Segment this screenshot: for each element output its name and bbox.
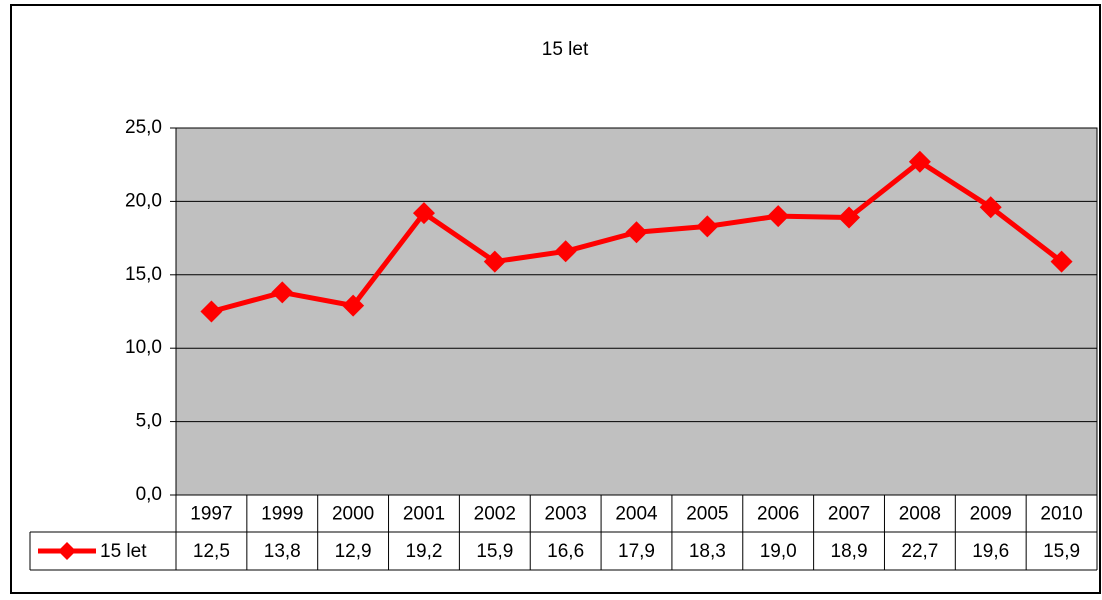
x-tick-label: 1999 — [261, 504, 303, 525]
data-point — [483, 250, 506, 273]
value-label: 19,0 — [760, 541, 797, 562]
x-tick-label: 2001 — [403, 504, 445, 525]
y-tick-label: 25,0 — [125, 117, 162, 138]
chart-title: 15 let — [542, 39, 589, 60]
data-point — [696, 215, 719, 238]
data-point — [1050, 250, 1073, 273]
plot-area — [175, 127, 1098, 496]
y-tick-label: 15,0 — [125, 264, 162, 285]
value-label: 12,5 — [193, 541, 230, 562]
legend-marker — [58, 542, 76, 560]
x-tick-label: 2008 — [899, 504, 941, 525]
y-tick-label: 0,0 — [136, 484, 162, 505]
data-point — [554, 240, 577, 263]
x-tick-label: 2010 — [1040, 504, 1082, 525]
value-label: 22,7 — [901, 541, 938, 562]
x-tick-label: 2004 — [615, 504, 658, 525]
data-point — [412, 202, 435, 225]
data-point — [625, 221, 648, 244]
x-tick-label: 2009 — [970, 504, 1012, 525]
data-point — [979, 196, 1002, 219]
x-tick-label: 2002 — [474, 504, 516, 525]
value-label: 13,8 — [264, 541, 301, 562]
data-point — [767, 205, 790, 228]
x-tick-label: 2006 — [757, 504, 799, 525]
value-label: 16,6 — [547, 541, 584, 562]
y-tick-label: 10,0 — [125, 337, 162, 358]
x-tick-label: 2000 — [332, 504, 374, 525]
value-label: 18,9 — [831, 541, 868, 562]
value-label: 17,9 — [618, 541, 655, 562]
value-label: 12,9 — [335, 541, 372, 562]
y-tick-label: 5,0 — [136, 411, 162, 432]
x-tick-label: 2003 — [545, 504, 587, 525]
x-tick-label: 1997 — [190, 504, 232, 525]
value-label: 19,6 — [972, 541, 1009, 562]
data-point — [908, 150, 931, 173]
value-label: 19,2 — [405, 541, 442, 562]
data-point — [838, 206, 861, 229]
legend-label: 15 let — [100, 541, 147, 562]
value-label: 15,9 — [476, 541, 513, 562]
y-tick-label: 20,0 — [125, 190, 162, 211]
value-label: 18,3 — [689, 541, 726, 562]
data-point — [342, 294, 365, 317]
data-point — [271, 281, 294, 304]
data-point — [200, 300, 223, 323]
x-tick-label: 2005 — [686, 504, 728, 525]
x-tick-label: 2007 — [828, 504, 870, 525]
value-label: 15,9 — [1043, 541, 1080, 562]
